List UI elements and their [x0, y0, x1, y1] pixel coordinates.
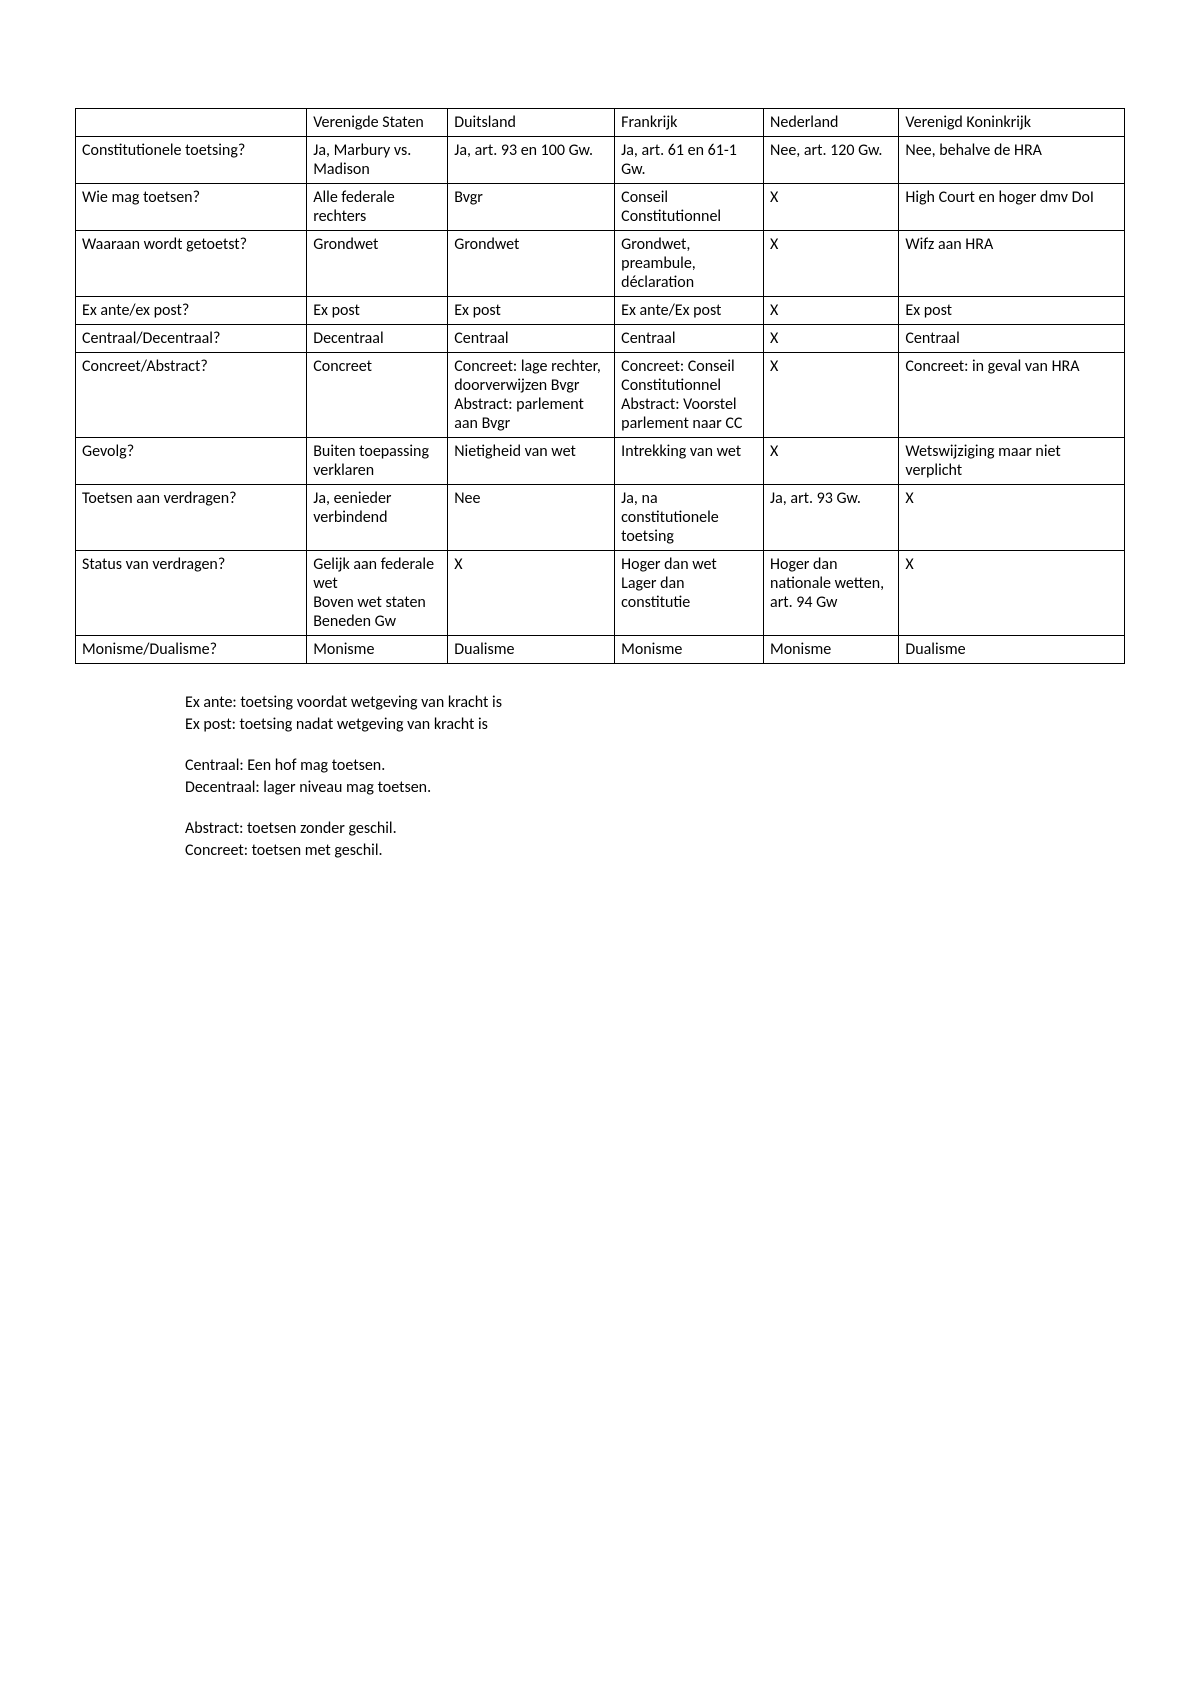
table-cell: High Court en hoger dmv DoI: [899, 184, 1125, 231]
table-row: Centraal/Decentraal?DecentraalCentraalCe…: [76, 325, 1125, 353]
table-cell: Hoger dan nationale wetten, art. 94 Gw: [764, 551, 899, 636]
table-header-cell: Frankrijk: [615, 109, 764, 137]
row-label-cell: Wie mag toetsen?: [76, 184, 307, 231]
table-cell: Ja, Marbury vs. Madison: [307, 137, 448, 184]
table-row: Gevolg?Buiten toepassing verklarenNietig…: [76, 438, 1125, 485]
table-row: Concreet/Abstract?ConcreetConcreet: lage…: [76, 353, 1125, 438]
table-cell: Grondwet: [307, 231, 448, 297]
table-row: Ex ante/ex post?Ex postEx postEx ante/Ex…: [76, 297, 1125, 325]
table-cell: Ja, eenieder verbindend: [307, 485, 448, 551]
table-cell: Concreet: in geval van HRA: [899, 353, 1125, 438]
table-cell: Centraal: [899, 325, 1125, 353]
table-cell: Centraal: [448, 325, 615, 353]
notes-line: Abstract: toetsen zonder geschil.: [185, 818, 1125, 840]
table-cell: Dualisme: [899, 636, 1125, 664]
table-header-row: Verenigde StatenDuitslandFrankrijkNederl…: [76, 109, 1125, 137]
table-cell: X: [899, 551, 1125, 636]
table-row: Waaraan wordt getoetst?GrondwetGrondwetG…: [76, 231, 1125, 297]
table-cell: Grondwet, preambule, déclaration: [615, 231, 764, 297]
notes-line: Decentraal: lager niveau mag toetsen.: [185, 777, 1125, 799]
table-cell: Centraal: [615, 325, 764, 353]
row-label-cell: Status van verdragen?: [76, 551, 307, 636]
table-row: Status van verdragen?Gelijk aan federale…: [76, 551, 1125, 636]
table-cell: X: [764, 184, 899, 231]
row-label-cell: Concreet/Abstract?: [76, 353, 307, 438]
row-label-cell: Ex ante/ex post?: [76, 297, 307, 325]
table-cell: Ja, na constitutionele toetsing: [615, 485, 764, 551]
table-cell: Concreet: Conseil ConstitutionnelAbstrac…: [615, 353, 764, 438]
table-cell: Buiten toepassing verklaren: [307, 438, 448, 485]
notes-block: Ex ante: toetsing voordat wetgeving van …: [185, 692, 1125, 735]
table-cell: Bvgr: [448, 184, 615, 231]
table-cell: Ex post: [448, 297, 615, 325]
table-cell: X: [764, 438, 899, 485]
notes-line: Centraal: Een hof mag toetsen.: [185, 755, 1125, 777]
table-cell: Dualisme: [448, 636, 615, 664]
table-cell: X: [448, 551, 615, 636]
table-cell: Alle federale rechters: [307, 184, 448, 231]
table-cell: Ja, art. 93 Gw.: [764, 485, 899, 551]
table-cell: Concreet: lage rechter, doorverwijzen Bv…: [448, 353, 615, 438]
table-cell: Grondwet: [448, 231, 615, 297]
table-cell: Nee, art. 120 Gw.: [764, 137, 899, 184]
notes-line: Ex post: toetsing nadat wetgeving van kr…: [185, 714, 1125, 736]
table-cell: Decentraal: [307, 325, 448, 353]
table-cell: Gelijk aan federale wetBoven wet statenB…: [307, 551, 448, 636]
table-cell: Hoger dan wetLager dan constitutie: [615, 551, 764, 636]
notes-block: Centraal: Een hof mag toetsen.Decentraal…: [185, 755, 1125, 798]
row-label-cell: Constitutionele toetsing?: [76, 137, 307, 184]
table-cell: Nee: [448, 485, 615, 551]
notes-line: Concreet: toetsen met geschil.: [185, 840, 1125, 862]
table-cell: X: [899, 485, 1125, 551]
table-header-cell: Verenigde Staten: [307, 109, 448, 137]
table-cell: Ex post: [307, 297, 448, 325]
row-label-cell: Waaraan wordt getoetst?: [76, 231, 307, 297]
table-cell: Ja, art. 93 en 100 Gw.: [448, 137, 615, 184]
table-cell: Ex ante/Ex post: [615, 297, 764, 325]
table-cell: Wetswijziging maar niet verplicht: [899, 438, 1125, 485]
table-cell: Ex post: [899, 297, 1125, 325]
table-cell: Monisme: [615, 636, 764, 664]
table-cell: Monisme: [307, 636, 448, 664]
table-cell: Nee, behalve de HRA: [899, 137, 1125, 184]
table-row: Constitutionele toetsing?Ja, Marbury vs.…: [76, 137, 1125, 184]
table-cell: Ja, art. 61 en 61-1 Gw.: [615, 137, 764, 184]
table-cell: X: [764, 325, 899, 353]
table-cell: Concreet: [307, 353, 448, 438]
table-header-cell: [76, 109, 307, 137]
table-cell: Monisme: [764, 636, 899, 664]
table-cell: Conseil Constitutionnel: [615, 184, 764, 231]
table-header-cell: Duitsland: [448, 109, 615, 137]
table-header-cell: Verenigd Koninkrijk: [899, 109, 1125, 137]
table-cell: X: [764, 231, 899, 297]
comparison-table: Verenigde StatenDuitslandFrankrijkNederl…: [75, 108, 1125, 664]
table-cell: Wifz aan HRA: [899, 231, 1125, 297]
row-label-cell: Centraal/Decentraal?: [76, 325, 307, 353]
notes-line: Ex ante: toetsing voordat wetgeving van …: [185, 692, 1125, 714]
row-label-cell: Monisme/Dualisme?: [76, 636, 307, 664]
notes-block: Abstract: toetsen zonder geschil.Concree…: [185, 818, 1125, 861]
table-row: Monisme/Dualisme?MonismeDualismeMonismeM…: [76, 636, 1125, 664]
table-cell: X: [764, 353, 899, 438]
table-row: Toetsen aan verdragen?Ja, eenieder verbi…: [76, 485, 1125, 551]
table-cell: Intrekking van wet: [615, 438, 764, 485]
row-label-cell: Toetsen aan verdragen?: [76, 485, 307, 551]
table-cell: Nietigheid van wet: [448, 438, 615, 485]
table-row: Wie mag toetsen?Alle federale rechtersBv…: [76, 184, 1125, 231]
table-cell: X: [764, 297, 899, 325]
notes-section: Ex ante: toetsing voordat wetgeving van …: [185, 692, 1125, 862]
row-label-cell: Gevolg?: [76, 438, 307, 485]
table-header-cell: Nederland: [764, 109, 899, 137]
